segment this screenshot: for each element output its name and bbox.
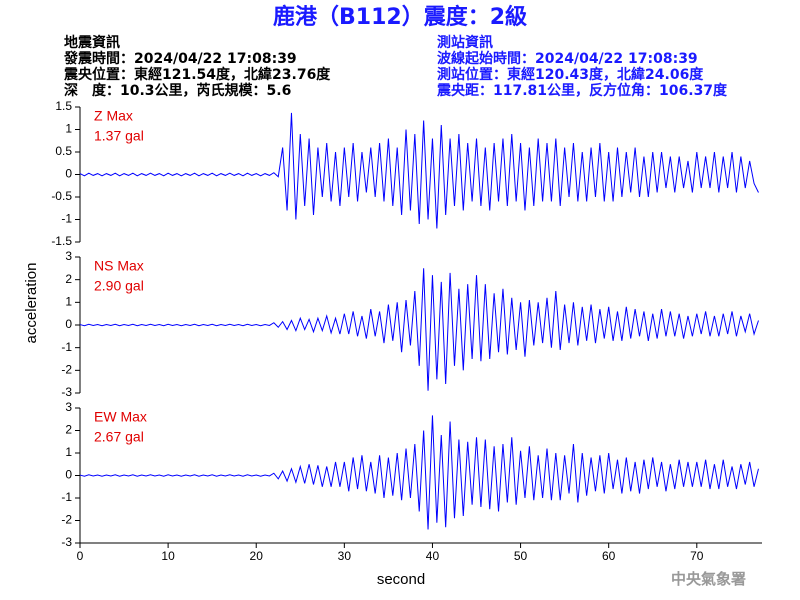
x-tick-label: 50: [514, 549, 528, 563]
header-line: 地震資訊: [64, 34, 120, 51]
x-axis-label: second: [377, 571, 425, 588]
y-tick-label: 0: [65, 317, 72, 331]
annotation: 2.67 gal: [94, 429, 144, 445]
y-tick-label: 1: [65, 445, 72, 459]
header-line: 震央位置：東經121.54度，北緯23.76度: [63, 66, 331, 83]
y-tick-label: -3: [61, 535, 72, 549]
annotation: 2.90 gal: [94, 278, 144, 294]
y-tick-label: 3: [65, 400, 72, 414]
x-tick-label: 30: [338, 549, 352, 563]
x-tick-label: 20: [250, 549, 264, 563]
annotation: NS Max: [94, 258, 144, 274]
x-tick-label: 10: [161, 549, 175, 563]
y-tick-label: -2: [61, 363, 72, 377]
y-tick-label: -0.5: [51, 189, 72, 203]
y-tick-label: 1.5: [55, 99, 72, 113]
header-line: 測站資訊: [437, 34, 493, 51]
y-tick-label: -3: [61, 385, 72, 399]
waveform: [79, 415, 759, 530]
annotation: Z Max: [94, 108, 133, 124]
y-tick-label: 3: [65, 249, 72, 263]
x-tick-label: 0: [77, 549, 84, 563]
y-axis-label: acceleration: [23, 263, 40, 344]
y-tick-label: -2: [61, 513, 72, 527]
y-tick-label: 2: [65, 423, 72, 437]
header-line: 波線起始時間：2024/04/22 17:08:39: [437, 50, 698, 67]
x-tick-label: 60: [602, 549, 616, 563]
y-tick-label: 1: [65, 295, 72, 309]
header-line: 測站位置：東經120.43度，北緯24.06度: [437, 66, 704, 83]
y-tick-label: 1: [65, 122, 72, 136]
annotation: 1.37 gal: [94, 128, 144, 144]
x-tick-label: 40: [426, 549, 440, 563]
y-tick-label: 0: [65, 468, 72, 482]
waveform: [79, 268, 759, 391]
y-tick-label: -1: [61, 212, 72, 226]
header-line: 震央距：117.81公里，反方位角：106.37度: [436, 82, 728, 99]
x-tick-label: 70: [690, 549, 704, 563]
title: 鹿港（B112）震度：2級: [273, 4, 527, 30]
y-tick-label: -1: [61, 340, 72, 354]
y-tick-label: 0: [65, 167, 72, 181]
y-tick-label: -1.5: [51, 234, 72, 248]
y-tick-label: -1: [61, 490, 72, 504]
agency: 中央氣象署: [671, 570, 746, 588]
header-line: 深 度：10.3公里，芮氏規模：5.6: [64, 82, 291, 99]
annotation: EW Max: [94, 409, 147, 425]
header-left: 地震資訊 發震時間：2024/04/22 17:08:39 震央位置：東經121…: [63, 34, 331, 99]
waveform: [79, 112, 759, 229]
y-tick-label: 0.5: [55, 144, 72, 158]
header-line: 發震時間：2024/04/22 17:08:39: [63, 50, 297, 67]
header-right: 測站資訊 波線起始時間：2024/04/22 17:08:39 測站位置：東經1…: [436, 34, 728, 99]
y-tick-label: 2: [65, 272, 72, 286]
